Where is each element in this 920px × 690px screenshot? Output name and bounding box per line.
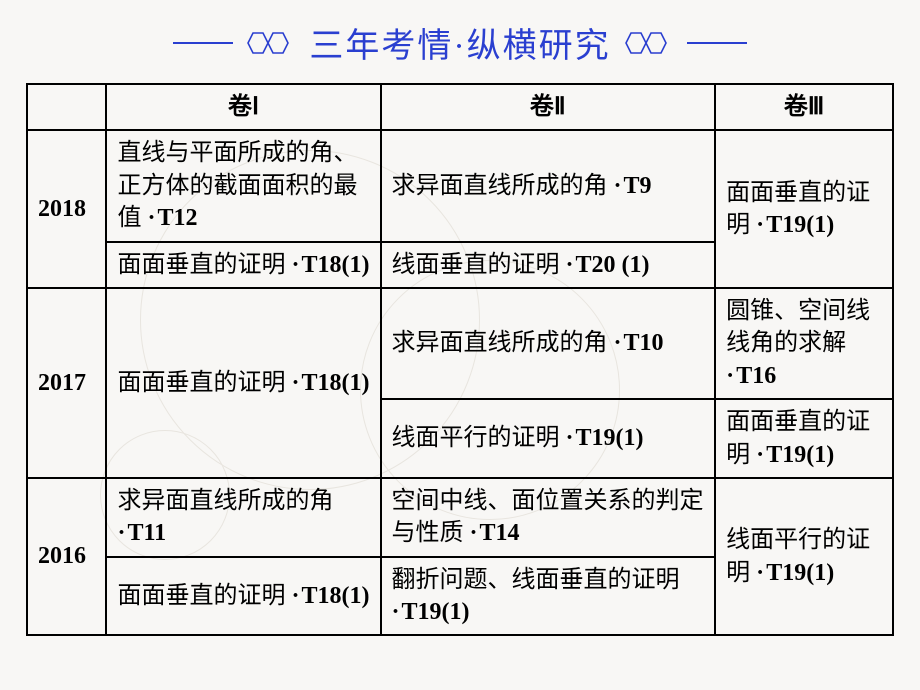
question-tag: T9	[614, 173, 652, 199]
page-title: 三年考情·纵横研究	[309, 18, 610, 67]
page-header: 三年考情·纵横研究	[26, 18, 894, 67]
cell-2017-c2a: 求异面直线所成的角 T10	[381, 288, 716, 399]
question-tag: T10	[614, 330, 664, 356]
cell-2018-c3: 面面垂直的证明 T19(1)	[715, 130, 893, 288]
header-line-left	[173, 42, 233, 44]
question-tag: T16	[726, 363, 776, 389]
exam-table: 卷Ⅰ 卷Ⅱ 卷Ⅲ 2018 直线与平面所成的角、正方体的截面面积的最值 T12 …	[26, 83, 894, 636]
question-tag: T11	[117, 520, 166, 546]
question-tag: T19(1)	[756, 442, 834, 468]
cell-text: 求异面直线所成的角	[117, 488, 333, 514]
cell-2016-c3: 线面平行的证明 T19(1)	[715, 478, 893, 636]
hex-icon-left	[245, 29, 297, 57]
col-header-1: 卷Ⅰ	[106, 84, 380, 130]
page-root: 三年考情·纵横研究 卷Ⅰ 卷Ⅱ 卷Ⅲ 2018 直线	[0, 0, 920, 690]
cell-2018-c2b: 线面垂直的证明 T20 (1)	[381, 242, 716, 288]
col-header-year	[27, 84, 106, 130]
hex-icon-right	[623, 29, 675, 57]
cell-text: 空间中线、面位置关系的判定与性质	[392, 488, 704, 546]
question-tag: T18(1)	[291, 252, 369, 278]
question-tag: T19(1)	[756, 560, 834, 586]
question-tag: T14	[470, 520, 520, 546]
cell-year-2016: 2016	[27, 478, 106, 636]
question-tag: T12	[147, 205, 197, 231]
question-tag: T20 (1)	[566, 252, 650, 278]
cell-2016-c1a: 求异面直线所成的角 T11	[106, 478, 380, 557]
cell-2018-c1b: 面面垂直的证明 T18(1)	[106, 242, 380, 288]
cell-text: 翻折问题、线面垂直的证明	[392, 567, 680, 593]
col-header-3: 卷Ⅲ	[715, 84, 893, 130]
cell-2017-c3b: 面面垂直的证明 T19(1)	[715, 399, 893, 478]
table-row: 2017 面面垂直的证明 T18(1) 求异面直线所成的角 T10 圆锥、空间线…	[27, 288, 893, 399]
cell-text: 求异面直线所成的角	[392, 173, 614, 199]
cell-2016-c2a: 空间中线、面位置关系的判定与性质 T14	[381, 478, 716, 557]
cell-2017-c1: 面面垂直的证明 T18(1)	[106, 288, 380, 478]
cell-text: 面面垂直的证明	[117, 583, 291, 609]
cell-2016-c2b: 翻折问题、线面垂直的证明 T19(1)	[381, 557, 716, 636]
cell-2016-c1b: 面面垂直的证明 T18(1)	[106, 557, 380, 636]
cell-2018-c2a: 求异面直线所成的角 T9	[381, 130, 716, 241]
table-row: 2018 直线与平面所成的角、正方体的截面面积的最值 T12 求异面直线所成的角…	[27, 130, 893, 241]
table-header-row: 卷Ⅰ 卷Ⅱ 卷Ⅲ	[27, 84, 893, 130]
col-header-2: 卷Ⅱ	[381, 84, 716, 130]
cell-year-2018: 2018	[27, 130, 106, 288]
question-tag: T18(1)	[291, 583, 369, 609]
cell-text: 面面垂直的证明	[117, 370, 291, 396]
question-tag: T19(1)	[756, 212, 834, 238]
cell-2018-c1a: 直线与平面所成的角、正方体的截面面积的最值 T12	[106, 130, 380, 241]
cell-text: 线面垂直的证明	[392, 252, 566, 278]
header-line-right	[687, 42, 747, 44]
cell-2017-c3a: 圆锥、空间线线角的求解 T16	[715, 288, 893, 399]
question-tag: T19(1)	[566, 425, 644, 451]
cell-year-2017: 2017	[27, 288, 106, 478]
cell-text: 线面平行的证明	[392, 425, 566, 451]
table-row: 2016 求异面直线所成的角 T11 空间中线、面位置关系的判定与性质 T14 …	[27, 478, 893, 557]
question-tag: T18(1)	[291, 370, 369, 396]
cell-text: 圆锥、空间线线角的求解	[726, 298, 870, 356]
cell-text: 求异面直线所成的角	[392, 330, 614, 356]
cell-2017-c2b: 线面平行的证明 T19(1)	[381, 399, 716, 478]
question-tag: T19(1)	[392, 599, 470, 625]
cell-text: 面面垂直的证明	[117, 252, 291, 278]
